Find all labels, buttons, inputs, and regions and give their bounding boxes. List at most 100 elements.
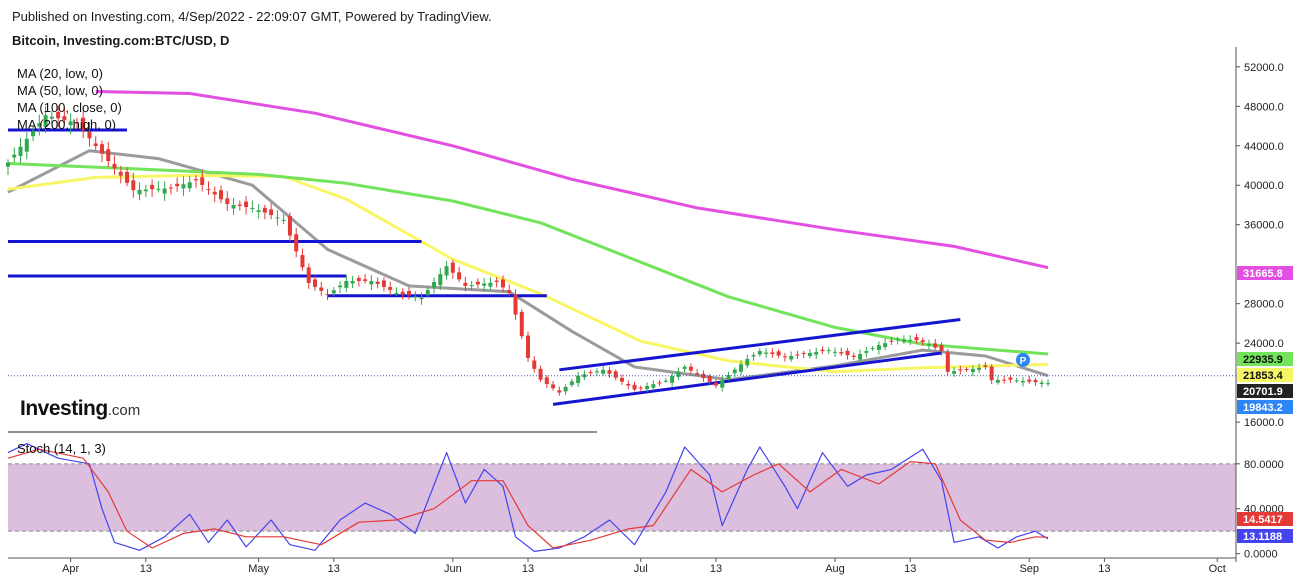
candle-body (432, 281, 437, 288)
candle-body (507, 290, 512, 293)
candle-body (1002, 379, 1007, 381)
candle-body (81, 117, 86, 131)
candle-body (200, 177, 205, 186)
candle-body (6, 162, 10, 167)
candle-body (344, 280, 349, 288)
candle-body (945, 352, 950, 372)
candle-body (394, 292, 399, 294)
candle-body (1046, 383, 1051, 385)
price-tick-label: 48000.0 (1244, 101, 1284, 113)
time-tick-label: 13 (1098, 563, 1110, 575)
candle-body (638, 387, 643, 389)
logo-name: Investing (20, 397, 108, 420)
time-tick-label: May (248, 563, 269, 575)
candle-body (256, 210, 261, 212)
candle-body (688, 366, 693, 371)
candle-body (920, 340, 925, 343)
candle-body (62, 116, 67, 120)
candle-body (695, 373, 700, 375)
candle-body (613, 371, 618, 378)
candle-body (18, 146, 23, 156)
candle-body (557, 390, 562, 393)
candle-body (438, 274, 443, 286)
candle-body (588, 372, 593, 374)
candle-body (851, 355, 856, 357)
candle-body (306, 267, 311, 283)
time-tick-label: Jul (634, 563, 648, 575)
candle-body (187, 182, 192, 189)
stoch-k-line (7, 443, 1049, 552)
candle-body (31, 130, 36, 137)
candle-body (93, 143, 98, 147)
candle-body (37, 123, 42, 127)
stoch-tick-label: 0.0000 (1244, 549, 1278, 561)
candle-body (820, 349, 825, 352)
candle-body (99, 144, 104, 154)
time-tick-label: 13 (710, 563, 722, 575)
candle-body (143, 189, 148, 192)
candle-body (350, 280, 355, 284)
candle-body (381, 280, 386, 287)
ma100-legend: MA (100, close, 0) (17, 100, 122, 115)
candle-body (331, 290, 336, 294)
candle-body (112, 163, 117, 169)
candle-body (839, 352, 844, 354)
candle-body (363, 279, 368, 281)
channel-trendline (559, 317, 961, 372)
candle-body (300, 255, 305, 268)
candle-body (983, 365, 988, 367)
price-marker (1237, 368, 1293, 382)
candle-body (607, 370, 612, 374)
candle-body (162, 188, 167, 194)
ma50-legend: MA (50, low, 0) (17, 83, 103, 98)
price-marker-label: 20701.9 (1243, 386, 1283, 398)
candle-body (626, 383, 631, 386)
price-tick-label: 24000.0 (1244, 338, 1284, 350)
candle-body (995, 380, 1000, 383)
stoch-band (8, 463, 1236, 532)
candle-body (814, 352, 819, 355)
candle-body (645, 386, 650, 390)
price-marker-label: 19843.2 (1243, 402, 1283, 414)
candle-body (883, 343, 888, 348)
candle-body (294, 234, 299, 252)
candle-body (482, 283, 487, 286)
candle-body (927, 344, 931, 346)
stoch-marker (1237, 512, 1293, 526)
candle-body (457, 272, 462, 280)
price-marker (1237, 266, 1293, 280)
time-tick-label: Sep (1019, 563, 1039, 575)
p-badge-label: P (1020, 356, 1027, 367)
candle-body (49, 116, 54, 119)
candle-body (657, 382, 662, 384)
price-tick-label: 28000.0 (1244, 299, 1284, 311)
candle-body (914, 337, 919, 341)
candle-body (1014, 380, 1019, 382)
candle-body (757, 351, 762, 355)
candle-body (444, 266, 449, 276)
candle-body (24, 138, 29, 152)
time-tick-label: 13 (140, 563, 152, 575)
price-tick-label: 16000.0 (1244, 417, 1284, 429)
candle-body (488, 282, 493, 287)
candle-body (500, 279, 505, 288)
price-marker (1237, 400, 1293, 414)
candle-body (563, 386, 568, 392)
candle-body (106, 149, 111, 161)
stoch-d-line (7, 448, 1049, 549)
time-tick-label: 13 (328, 563, 340, 575)
ma20-legend: MA (20, low, 0) (17, 66, 103, 81)
candle-body (889, 340, 894, 342)
candle-body (74, 122, 79, 124)
candle-body (1033, 379, 1038, 383)
candle-body (764, 352, 769, 354)
candle-body (275, 217, 280, 219)
candle-body (475, 281, 480, 285)
candle-body (538, 368, 543, 380)
stoch-legend: Stoch (14, 1, 3) (17, 441, 106, 456)
candle-body (206, 188, 211, 190)
candle-body (225, 198, 230, 204)
candle-body (739, 364, 744, 372)
ma50-line (7, 173, 1049, 374)
